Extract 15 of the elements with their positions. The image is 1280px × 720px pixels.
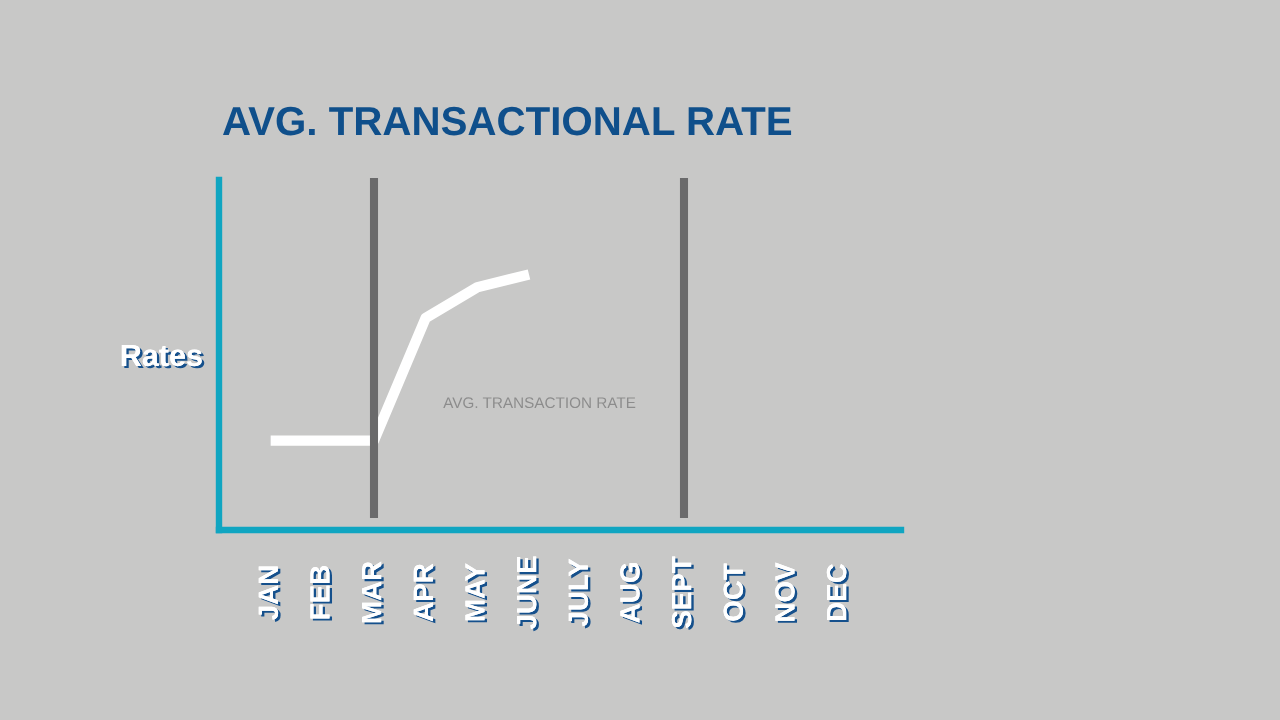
x-tick-label: AUG <box>620 563 643 625</box>
x-tick-label: DEC <box>826 563 849 623</box>
x-tick-label: OCT <box>723 563 746 623</box>
x-tick-label: FEB <box>310 565 333 621</box>
annotation: AVG. TRANSACTION RATE <box>443 397 636 409</box>
x-tick-label: MAR <box>362 561 384 625</box>
x-tick-label: JAN <box>258 566 281 622</box>
x-tick-label: MAY <box>465 563 488 623</box>
y-axis-title: Rates <box>121 344 205 369</box>
x-tick-label: NOV <box>775 562 798 623</box>
chart-title: AVG. TRANSACTIONAL RATE <box>223 106 792 136</box>
x-tick-label: SEPT <box>671 556 694 631</box>
x-tick-label: JUNE <box>517 556 539 632</box>
x-tick-label: APR <box>413 563 436 624</box>
x-tick-label: JULY <box>568 558 591 629</box>
